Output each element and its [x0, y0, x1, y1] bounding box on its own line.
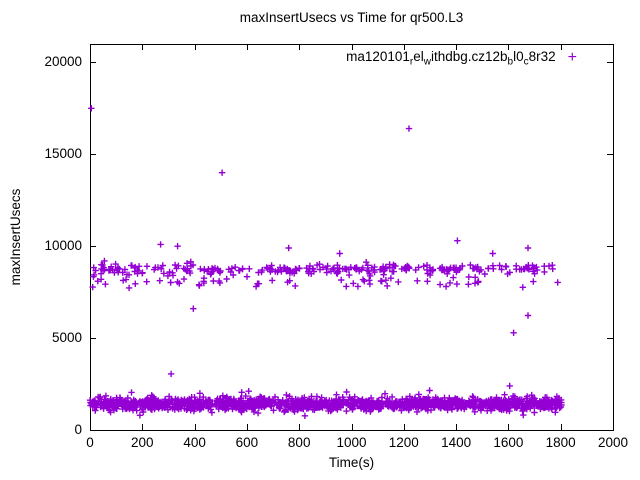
legend-text-part: 8r32 — [528, 49, 556, 64]
chart-title: maxInsertUsecs vs Time for qr500.L3 — [239, 10, 464, 25]
legend-subscript: b — [507, 56, 514, 68]
legend-subscript: c — [523, 56, 529, 68]
plus-marker-icon: + — [567, 49, 577, 67]
x-tick-label: 1000 — [336, 435, 367, 450]
legend-text-part: l0 — [513, 49, 524, 64]
legend-text-part: ma120101 — [346, 49, 410, 64]
x-tick-label: 800 — [287, 435, 311, 450]
legend: ma120101relwithdbg.cz12bbl0c8r32 + — [346, 49, 577, 68]
y-tick-label: 20000 — [44, 54, 82, 70]
y-tick-label: 5000 — [51, 330, 82, 346]
y-tick-label: 15000 — [44, 146, 82, 162]
x-tick-label: 0 — [86, 435, 94, 450]
x-tick-label: 200 — [131, 435, 154, 450]
x-tick-label: 1600 — [493, 435, 524, 450]
x-tick-label: 1200 — [388, 435, 419, 450]
legend-text-part: el — [413, 49, 424, 64]
legend-series-name: ma120101relwithdbg.cz12bbl0c8r32 — [346, 49, 556, 68]
legend-text-part: ithdbg.cz12b — [430, 49, 508, 64]
y-tick-label: 10000 — [44, 238, 82, 254]
x-tick-label: 1400 — [441, 435, 472, 450]
y-tick-label: 0 — [74, 422, 82, 437]
axes-and-ticks — [90, 44, 614, 431]
x-axis-label: Time(s) — [328, 455, 375, 470]
x-tick-label: 600 — [235, 435, 259, 450]
x-tick-label: 2000 — [597, 435, 629, 450]
x-tick-label: 1800 — [545, 435, 576, 450]
x-tick-label: 400 — [183, 435, 206, 450]
legend-subscript: w — [423, 56, 431, 68]
scatter-points — [86, 105, 565, 419]
legend-subscript: r — [409, 56, 414, 68]
